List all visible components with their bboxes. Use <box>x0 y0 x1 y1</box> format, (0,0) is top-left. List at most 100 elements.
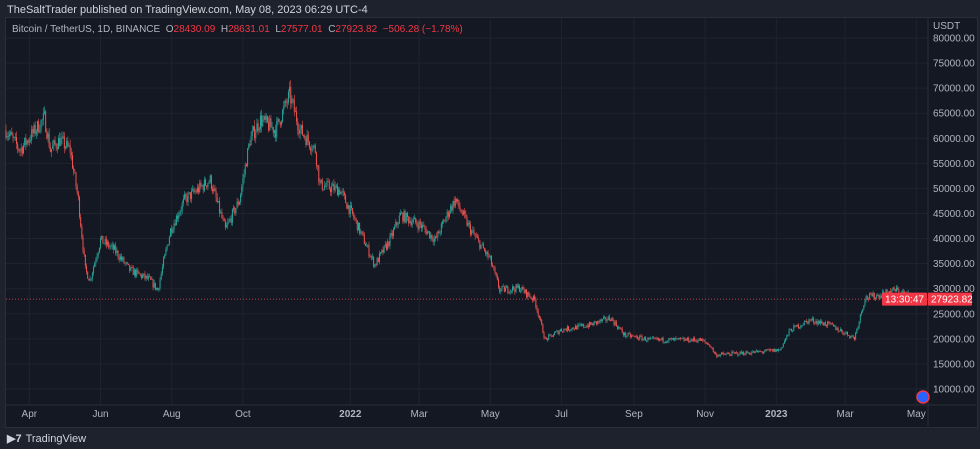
candle-body <box>359 222 361 234</box>
candle-body <box>355 218 357 221</box>
x-tick-label: Oct <box>235 409 251 420</box>
candle-body <box>629 333 631 338</box>
candle-body <box>615 321 617 326</box>
candle-body <box>503 286 505 292</box>
candle-body <box>603 317 605 319</box>
candle-body <box>850 335 852 339</box>
candle-body <box>342 191 344 193</box>
candle-body <box>434 236 436 239</box>
candle-body <box>270 118 272 128</box>
candle-body <box>799 327 801 329</box>
candle-body <box>653 337 655 339</box>
candle-body <box>697 340 699 342</box>
candle-body <box>582 324 584 326</box>
y-tick-label: 65000.00 <box>933 109 975 120</box>
candle-body <box>786 335 788 339</box>
candle-body <box>576 325 578 330</box>
candle-body <box>774 348 776 352</box>
candle-body <box>234 207 236 214</box>
candle-body <box>706 343 708 345</box>
candle-body <box>93 267 95 274</box>
candle-body <box>325 186 327 187</box>
candle-body <box>10 131 12 135</box>
candle-body <box>516 284 518 288</box>
candle-body <box>361 231 363 233</box>
close-value: 27923.82 <box>335 24 378 35</box>
candle-body <box>886 289 888 293</box>
candle-body <box>128 263 130 265</box>
candle-body <box>638 338 640 340</box>
candle-body <box>891 290 893 293</box>
x-tick-label: Nov <box>696 409 714 420</box>
y-tick-label: 55000.00 <box>933 159 975 170</box>
candle-body <box>563 328 565 332</box>
candle-body <box>360 231 362 234</box>
candle-body <box>656 337 658 340</box>
candle-body <box>16 137 18 144</box>
candle-body <box>601 318 603 322</box>
candle-body <box>828 321 830 323</box>
candle-body <box>517 285 519 288</box>
candle-body <box>238 202 240 205</box>
candle-body <box>121 256 123 260</box>
candle-body <box>383 245 385 253</box>
candle-body <box>61 136 63 139</box>
candle-body <box>782 343 784 348</box>
candle-body <box>654 337 656 339</box>
candle-body <box>366 245 368 247</box>
candle-body <box>133 269 135 275</box>
candle-body <box>624 332 626 336</box>
candle-body <box>275 130 277 138</box>
candle-body <box>42 113 44 120</box>
candle-body <box>142 275 144 278</box>
last-price-value: 27923.82 <box>931 295 973 306</box>
symbol-legend: Bitcoin / TetherUS, 1D, BINANCE O28430.0… <box>12 24 463 35</box>
candle-body <box>265 116 267 120</box>
candle-body <box>736 352 738 354</box>
candle-body <box>880 295 882 298</box>
candle-body <box>81 226 83 238</box>
candle-body <box>320 179 322 183</box>
candle-body <box>91 273 93 279</box>
candle-body <box>308 141 310 148</box>
candle-body <box>199 182 201 193</box>
candle-body <box>827 321 829 326</box>
candle-body <box>185 194 187 197</box>
candle-body <box>408 216 410 223</box>
candle-body <box>558 331 560 335</box>
candle-body <box>528 292 530 296</box>
candle-body <box>62 136 64 138</box>
candle-body <box>867 298 869 300</box>
x-tick-label: 2023 <box>765 409 788 420</box>
chart-panel[interactable] <box>5 17 978 428</box>
y-tick-label: 30000.00 <box>933 284 975 295</box>
candle-body <box>272 127 274 133</box>
candle-body <box>184 194 186 199</box>
candle-body <box>663 341 665 343</box>
candle-body <box>785 338 787 342</box>
candle-body <box>165 249 167 255</box>
candle-body <box>454 198 456 207</box>
candle-body <box>154 282 156 290</box>
candle-body <box>813 318 815 323</box>
candle-body <box>138 271 140 274</box>
candle-body <box>181 202 183 211</box>
candle-body <box>797 324 799 329</box>
candle-body <box>808 319 810 324</box>
candle-body <box>876 295 878 298</box>
candle-body <box>457 199 459 202</box>
candle-body <box>261 115 263 127</box>
candle-body <box>74 171 76 173</box>
candle-body <box>86 266 88 272</box>
candle-body <box>245 164 247 167</box>
candle-body <box>684 339 686 341</box>
candle-body <box>73 168 75 172</box>
candle-body <box>131 267 133 268</box>
candle-body <box>48 133 50 148</box>
candle-body <box>738 354 740 356</box>
candle-body <box>894 289 896 292</box>
candle-body <box>709 344 711 347</box>
y-tick-label: 45000.00 <box>933 209 975 220</box>
candle-body <box>385 244 387 250</box>
